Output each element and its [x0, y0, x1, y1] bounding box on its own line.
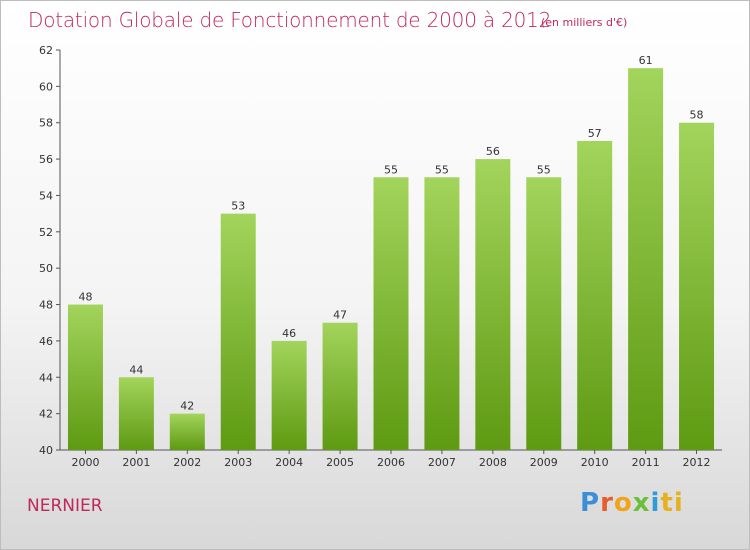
bar-2001	[118, 377, 154, 450]
y-tick-label: 52	[39, 226, 53, 239]
bar-value-label: 55	[435, 163, 449, 176]
bar-value-label: 58	[690, 109, 704, 122]
bar-2004	[271, 340, 307, 450]
x-tick-label: 2009	[530, 456, 558, 469]
x-tick-label: 2010	[581, 456, 609, 469]
bar-value-label: 56	[486, 145, 500, 158]
bar-2005	[322, 322, 358, 450]
y-tick-label: 62	[39, 44, 53, 57]
bar-value-label: 61	[639, 54, 653, 67]
bar-value-label: 44	[129, 363, 143, 376]
bar-2007	[424, 177, 460, 451]
x-axis: 2000 2001 2002 2003 2004 2005 2006 2007 2008 2009…	[60, 449, 722, 469]
bar-value-label: 48	[78, 291, 92, 304]
y-tick-label: 54	[39, 189, 53, 202]
y-tick-label: 58	[39, 117, 53, 130]
x-tick-label: 2007	[428, 456, 456, 469]
bar-2003	[220, 213, 256, 450]
bar-2006	[373, 177, 409, 451]
bar-value-label: 47	[333, 309, 347, 322]
y-axis: 40 42 44 46 48 50 52 54 56 58 60 62	[39, 44, 61, 457]
x-tick-label: 2006	[377, 456, 405, 469]
bar-2002	[169, 413, 205, 450]
bar-value-label: 55	[384, 163, 398, 176]
bar-2011	[628, 68, 664, 450]
y-tick-label: 60	[39, 80, 53, 93]
bar-2012	[679, 122, 715, 451]
y-tick-label: 48	[39, 299, 53, 312]
y-tick-label: 46	[39, 335, 53, 348]
chart-unit: (en milliers d'€)	[541, 16, 628, 29]
bar-value-label: 42	[180, 400, 194, 413]
bar-value-label: 53	[231, 200, 245, 213]
x-tick-label: 2004	[275, 456, 303, 469]
bar-2010	[577, 140, 613, 450]
bar-value-label: 55	[537, 163, 551, 176]
x-tick-label: 2012	[683, 456, 711, 469]
bar-value-label: 57	[588, 127, 602, 140]
chart-title: Dotation Globale de Fonctionnement de 20…	[28, 8, 552, 32]
town-name: NERNIER	[27, 496, 103, 516]
x-tick-label: 2000	[71, 456, 99, 469]
proxiti-logo: Proxiti	[580, 488, 684, 518]
bar-2000	[67, 304, 103, 450]
bar-value-label: 46	[282, 327, 296, 340]
y-tick-label: 44	[39, 371, 53, 384]
x-tick-label: 2003	[224, 456, 252, 469]
bar-2008	[475, 159, 511, 450]
y-tick-label: 56	[39, 153, 53, 166]
x-tick-label: 2011	[632, 456, 660, 469]
bars: 48 44 42 53 46 47 55 55 56 55 57 61 58	[67, 54, 715, 451]
y-tick-label: 50	[39, 262, 53, 275]
x-tick-label: 2008	[479, 456, 507, 469]
y-tick-label: 40	[39, 444, 53, 457]
bar-2009	[526, 177, 562, 451]
y-tick-label: 42	[39, 408, 53, 421]
x-tick-label: 2001	[122, 456, 150, 469]
x-tick-label: 2005	[326, 456, 354, 469]
x-tick-label: 2002	[173, 456, 201, 469]
